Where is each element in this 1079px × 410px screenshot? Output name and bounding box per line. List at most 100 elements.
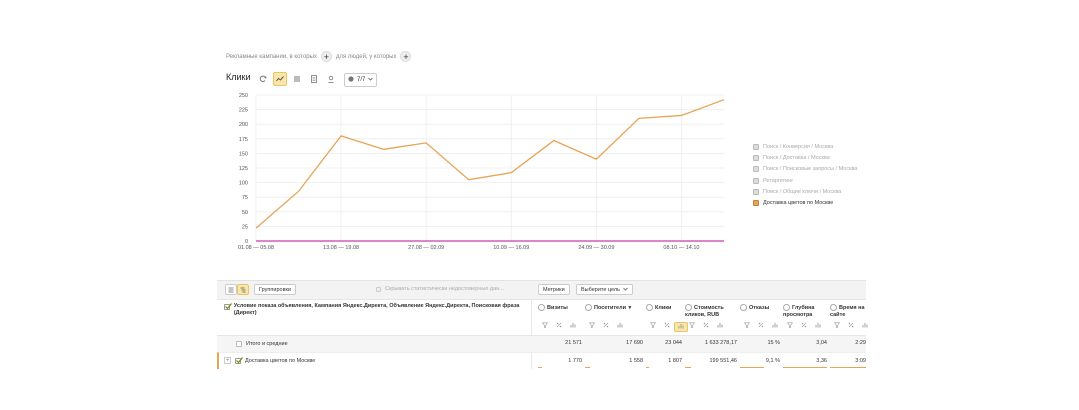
data-cell: 1 770	[568, 358, 582, 364]
map-pin-icon[interactable]	[324, 72, 338, 86]
bar-chart-icon[interactable]	[566, 322, 580, 330]
row-checkbox[interactable]	[235, 356, 243, 364]
legend-checkbox[interactable]	[753, 166, 759, 173]
bar-chart-icon[interactable]	[811, 322, 825, 330]
totals-label: Итого и средние	[246, 341, 288, 347]
totals-checkbox[interactable]	[236, 341, 242, 347]
chevron-down-icon	[623, 287, 628, 293]
legend-item[interactable]: Ретаргетинг	[753, 175, 857, 186]
bar-chart-icon[interactable]	[858, 322, 872, 330]
percent-icon[interactable]	[754, 322, 768, 330]
column-header[interactable]: Визиты	[538, 304, 582, 312]
column-header[interactable]: Время на сайте	[830, 304, 866, 319]
refresh-icon[interactable]	[256, 72, 270, 86]
line-chart-icon[interactable]	[273, 72, 287, 86]
column-radio[interactable]	[740, 304, 747, 311]
dimension-header: Условие показа объявления, Кампания Янде…	[224, 303, 524, 317]
table-icon[interactable]	[307, 72, 321, 86]
sort-desc-icon[interactable]: ▼	[626, 304, 633, 311]
legend-item[interactable]: Поиск / Общие ключи / Москва	[753, 186, 857, 197]
share-bar	[685, 367, 692, 369]
percent-icon[interactable]	[797, 322, 811, 330]
percent-icon[interactable]	[844, 322, 858, 330]
list-view-icon[interactable]	[225, 284, 237, 295]
column-header-label: Время на сайте	[830, 304, 865, 318]
column-header[interactable]: Стоимость кликов, RUB	[685, 304, 737, 319]
percent-icon[interactable]	[699, 322, 713, 330]
column-radio[interactable]	[646, 304, 653, 311]
legend-checkbox-checked[interactable]	[753, 200, 759, 207]
total-cell: 2:29	[855, 340, 866, 346]
column-header[interactable]: Глубина просмотра	[783, 304, 827, 319]
legend-checkbox[interactable]	[753, 154, 759, 161]
hide-unreliable-checkbox[interactable]	[376, 286, 381, 292]
column-radio[interactable]	[830, 304, 837, 311]
total-cell: 21 571	[565, 340, 582, 346]
legend-checkbox[interactable]	[753, 143, 759, 150]
percent-icon[interactable]	[552, 322, 566, 330]
column-header[interactable]: Клики	[646, 304, 682, 312]
share-bar	[740, 367, 764, 369]
column-header[interactable]: Отказы	[740, 304, 780, 312]
legend-item[interactable]: Поиск / Поисковые запросы / Москва	[753, 164, 857, 175]
column-radio[interactable]	[783, 304, 790, 311]
x-tick-label: 27.08 — 02.09	[408, 245, 444, 251]
series-selector[interactable]: 7/7	[344, 73, 378, 87]
stacked-icon[interactable]	[290, 72, 304, 86]
table-row[interactable]	[217, 352, 866, 369]
share-bar	[830, 367, 866, 369]
x-tick-label: 24.09 — 30.09	[578, 245, 614, 251]
legend-checkbox[interactable]	[753, 188, 759, 195]
choose-goal-label: Выберите цель	[581, 286, 620, 293]
tree-view-icon[interactable]	[237, 284, 249, 295]
percent-icon[interactable]	[660, 322, 674, 332]
bar-chart-icon[interactable]	[713, 322, 727, 330]
campaigns-filter-label: Рекламные кампании, в которых	[226, 53, 317, 60]
filter-icon[interactable]	[538, 322, 552, 330]
choose-goal-select[interactable]: Выберите цель	[576, 284, 633, 295]
add-campaign-filter-button[interactable]: +	[320, 51, 332, 62]
column-header-label: Визиты	[547, 304, 568, 311]
legend-item[interactable]: Поиск / Доставка / Москва	[753, 152, 857, 163]
series-line	[255, 99, 725, 229]
filter-icon[interactable]	[646, 322, 660, 332]
segment-filters: Рекламные кампании, в которых + для люде…	[226, 51, 415, 62]
row-label-wrap: + Доставка цветов по Москве	[224, 356, 315, 364]
column-radio[interactable]	[685, 304, 692, 311]
y-tick-label: 250	[239, 93, 248, 99]
expand-row-icon[interactable]: +	[224, 357, 231, 364]
filter-icon[interactable]	[685, 322, 699, 330]
filter-icon[interactable]	[830, 322, 844, 330]
x-tick-label: 08.10 — 14.10	[663, 245, 699, 251]
filter-icon[interactable]	[740, 322, 754, 330]
column-radio[interactable]	[585, 304, 592, 311]
column-header-label: Стоимость кликов, RUB	[685, 304, 724, 318]
totals-row	[217, 335, 866, 353]
column-filter-icons	[585, 322, 627, 330]
groupings-button[interactable]: Группировки	[254, 284, 296, 295]
filter-icon[interactable]	[585, 322, 599, 330]
legend-checkbox[interactable]	[753, 177, 759, 184]
legend-item[interactable]: Поиск / Конверсия / Москва	[753, 141, 857, 152]
bar-chart-icon[interactable]	[613, 322, 627, 330]
filter-icon[interactable]	[783, 322, 797, 330]
hide-unreliable-toggle[interactable]: Скрывать статистически недостоверные дан…	[376, 286, 504, 292]
data-cell: 3,36	[816, 358, 827, 364]
add-people-filter-button[interactable]: +	[400, 51, 412, 62]
chevron-down-icon	[368, 77, 374, 83]
column-radio[interactable]	[538, 304, 545, 311]
metrics-button[interactable]: Метрики	[538, 284, 570, 295]
legend-item-active[interactable]: Доставка цветов по Москве	[753, 197, 857, 208]
bar-chart-icon[interactable]	[674, 322, 688, 332]
legend-label: Доставка цветов по Москве	[763, 200, 834, 207]
people-filter-label: для людей, у которых	[335, 53, 397, 60]
select-all-checkbox[interactable]	[224, 303, 232, 310]
share-bar	[783, 367, 827, 369]
bar-chart-icon[interactable]	[768, 322, 782, 330]
x-tick-label: 10.09 — 16.09	[493, 245, 529, 251]
percent-icon[interactable]	[599, 322, 613, 330]
column-header[interactable]: Посетители ▼	[585, 304, 643, 312]
share-bar	[646, 367, 649, 369]
legend-label: Ретаргетинг	[763, 177, 794, 184]
y-tick-label: 100	[239, 181, 248, 187]
